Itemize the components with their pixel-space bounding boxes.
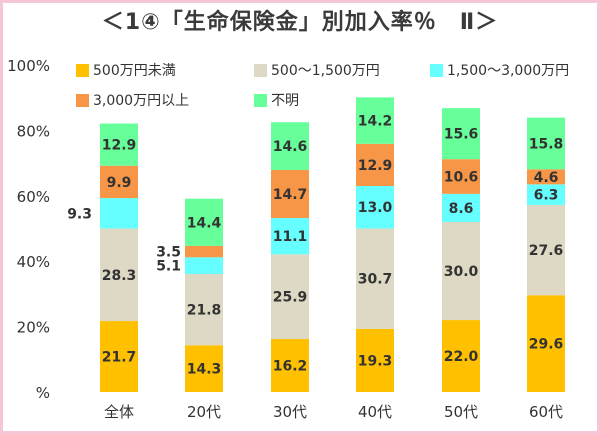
- legend-item-500-1500: 500～1,500万円: [254, 59, 380, 81]
- bar-segment: [442, 221, 480, 321]
- data-label: 25.9: [273, 290, 308, 306]
- bar-segment: [100, 123, 138, 166]
- legend-label: 500～1,500万円: [271, 63, 380, 79]
- bar-segment: [356, 328, 394, 392]
- bar-segment: [356, 228, 394, 329]
- bar-segment: [356, 97, 394, 144]
- data-label: 29.6: [529, 337, 564, 353]
- x-tick-label: 30代: [273, 403, 307, 421]
- bar-segment: [100, 321, 138, 392]
- bar-segment: [442, 193, 480, 222]
- legend-swatch: [430, 63, 443, 77]
- legend-swatch: [254, 93, 267, 107]
- bar-segment: [100, 228, 138, 322]
- data-label: 12.9: [102, 138, 137, 154]
- bar-segment: [185, 273, 223, 346]
- legend-label: 500万円未満: [93, 63, 176, 79]
- bar-segment: [185, 245, 223, 258]
- bar-segment: [527, 117, 565, 170]
- bar-segment: [100, 165, 138, 199]
- chart-title: ＜1④「生命保険金」別加入率％ Ⅱ＞: [101, 10, 499, 35]
- bar-segment: [442, 320, 480, 392]
- data-label: 8.6: [449, 201, 474, 217]
- bar-segment: [185, 345, 223, 392]
- x-tick-label: 20代: [187, 403, 221, 421]
- data-label: 5.1: [156, 259, 181, 275]
- bar-segment: [271, 339, 309, 392]
- data-label: 13.0: [358, 200, 393, 216]
- bar-segment: [356, 185, 394, 229]
- bar-segment: [356, 143, 394, 186]
- bar-segment: [185, 257, 223, 274]
- data-label: 4.6: [534, 170, 559, 186]
- data-label: 14.3: [187, 362, 222, 378]
- bar-segment: [442, 159, 480, 194]
- legend-item-unknown: 不明: [254, 89, 299, 111]
- y-tick-label: 20%: [17, 319, 50, 337]
- x-tick-label: 50代: [444, 403, 478, 421]
- legend-label: 不明: [271, 93, 299, 109]
- data-label: 12.9: [358, 158, 393, 174]
- legend-item-under-500: 500万円未満: [76, 59, 176, 81]
- data-label: 21.8: [187, 303, 222, 319]
- bar-segment: [271, 254, 309, 340]
- y-tick-label: 100%: [7, 57, 50, 75]
- data-label: 9.3: [67, 206, 92, 222]
- data-label: 3.5: [156, 245, 181, 261]
- bar-segment: [271, 169, 309, 219]
- data-label: 14.6: [273, 139, 308, 155]
- data-label: 21.7: [102, 350, 137, 366]
- y-tick-label: 80%: [17, 122, 50, 140]
- bar-segment: [527, 295, 565, 392]
- y-tick-label: %: [36, 384, 50, 402]
- legend-swatch: [76, 93, 89, 107]
- data-label: 28.3: [102, 268, 137, 284]
- bar-segment: [442, 108, 480, 160]
- data-label: 15.8: [529, 136, 564, 152]
- data-label: 16.2: [273, 359, 308, 375]
- legend-swatch: [254, 63, 267, 77]
- x-tick-label: 60代: [529, 403, 563, 421]
- legend-item-over-3000: 3,000万円以上: [76, 89, 189, 111]
- data-label: 19.3: [358, 353, 393, 369]
- x-tick-label: 40代: [358, 403, 392, 421]
- bar-segment: [185, 198, 223, 246]
- bar-segment: [271, 122, 309, 170]
- data-label: 30.0: [444, 264, 479, 280]
- data-label: 14.7: [273, 187, 308, 203]
- data-label: 15.6: [444, 127, 479, 143]
- data-label: 14.2: [358, 114, 393, 130]
- bar-segment: [271, 218, 309, 255]
- data-label: 14.4: [187, 215, 222, 231]
- legend-swatch: [76, 63, 89, 77]
- data-label: 10.6: [444, 170, 479, 186]
- y-tick-label: 40%: [17, 253, 50, 271]
- data-label: 11.1: [273, 229, 308, 245]
- legend-label: 1,500～3,000万円: [447, 63, 570, 79]
- data-label: 9.9: [107, 175, 132, 191]
- data-label: 22.0: [444, 349, 479, 365]
- data-label: 30.7: [358, 272, 393, 288]
- data-label: 27.6: [529, 243, 564, 259]
- bar-segment: [100, 198, 138, 229]
- bar-segment: [527, 184, 565, 205]
- x-tick-label: 全体: [104, 403, 134, 421]
- legend-item-1500-3000: 1,500～3,000万円: [430, 59, 569, 81]
- bar-segment: [527, 169, 565, 185]
- bar-segment: [527, 204, 565, 296]
- legend-label: 3,000万円以上: [93, 93, 190, 109]
- data-label: 6.3: [534, 188, 559, 204]
- y-tick-label: 60%: [17, 188, 50, 206]
